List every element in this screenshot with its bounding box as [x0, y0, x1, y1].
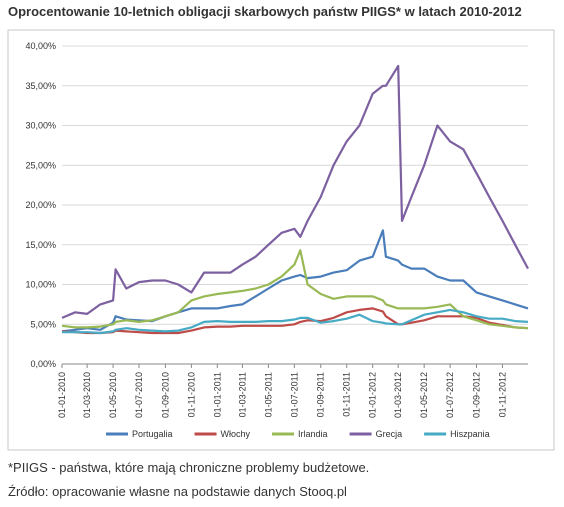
- legend-label: Hiszpania: [450, 429, 490, 439]
- x-tick-label: 01-01-2010: [57, 372, 67, 418]
- series-line: [61, 249, 529, 330]
- y-tick-label: 20,00%: [25, 200, 56, 210]
- chart-title: Oprocentowanie 10-letnich obligacji skar…: [8, 4, 522, 19]
- y-tick-label: 25,00%: [25, 160, 56, 170]
- x-tick-label: 01-11-2011: [342, 372, 352, 417]
- legend-label: Włochy: [221, 429, 251, 439]
- x-tick-label: 01-05-2012: [419, 372, 429, 418]
- series-line: [61, 64, 529, 319]
- legend-label: Irlandia: [298, 429, 328, 439]
- x-tick-label: 01-01-2012: [368, 372, 378, 418]
- x-tick-label: 01-11-2012: [497, 372, 507, 417]
- y-tick-label: 10,00%: [25, 280, 56, 290]
- y-tick-label: 5,00%: [30, 319, 56, 329]
- y-tick-label: 35,00%: [25, 81, 56, 91]
- x-tick-label: 01-07-2012: [445, 372, 455, 418]
- x-tick-label: 01-07-2011: [289, 372, 299, 417]
- y-tick-label: 15,00%: [25, 240, 56, 250]
- series-line: [62, 308, 529, 335]
- legend-label: Grecja: [376, 429, 403, 439]
- x-tick-label: 01-03-2010: [82, 372, 92, 418]
- series-line: [61, 229, 529, 333]
- y-tick-label: 40,00%: [25, 41, 56, 51]
- x-tick-label: 01-09-2010: [160, 372, 170, 418]
- x-tick-label: 01-09-2012: [472, 372, 482, 418]
- y-tick-label: 0,00%: [30, 359, 56, 369]
- series-line: [61, 307, 529, 335]
- y-tick-label: 30,00%: [25, 121, 56, 131]
- x-tick-label: 01-11-2010: [186, 372, 196, 417]
- legend-label: Portugalia: [132, 429, 173, 439]
- x-tick-label: 01-03-2012: [393, 372, 403, 418]
- x-tick-label: 01-05-2010: [108, 372, 118, 418]
- note: *PIIGS - państwa, które mają chroniczne …: [8, 460, 369, 475]
- x-tick-label: 01-07-2010: [134, 372, 144, 418]
- x-tick-label: 01-03-2011: [237, 372, 247, 417]
- x-tick-label: 01-09-2011: [316, 372, 326, 417]
- x-tick-label: 01-01-2011: [212, 372, 222, 417]
- chart-border: [7, 29, 555, 451]
- note: Źródło: opracowanie własne na podstawie …: [8, 484, 347, 499]
- x-tick-label: 01-05-2011: [263, 372, 273, 417]
